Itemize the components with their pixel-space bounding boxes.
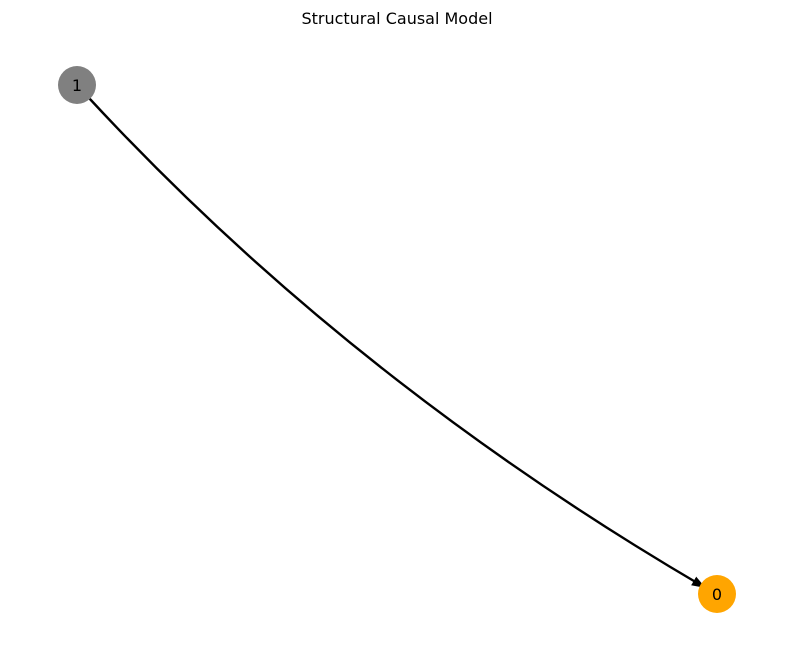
diagram-title: Structural Causal Model — [301, 9, 492, 28]
node-0[interactable]: 0 — [698, 575, 736, 613]
node-0-circle — [698, 575, 736, 613]
node-1-circle — [58, 66, 96, 104]
node-1[interactable]: 1 — [58, 66, 96, 104]
edge-1-to-0 — [88, 97, 706, 589]
node-1-label: 1 — [72, 76, 82, 95]
node-0-label: 0 — [712, 585, 722, 604]
